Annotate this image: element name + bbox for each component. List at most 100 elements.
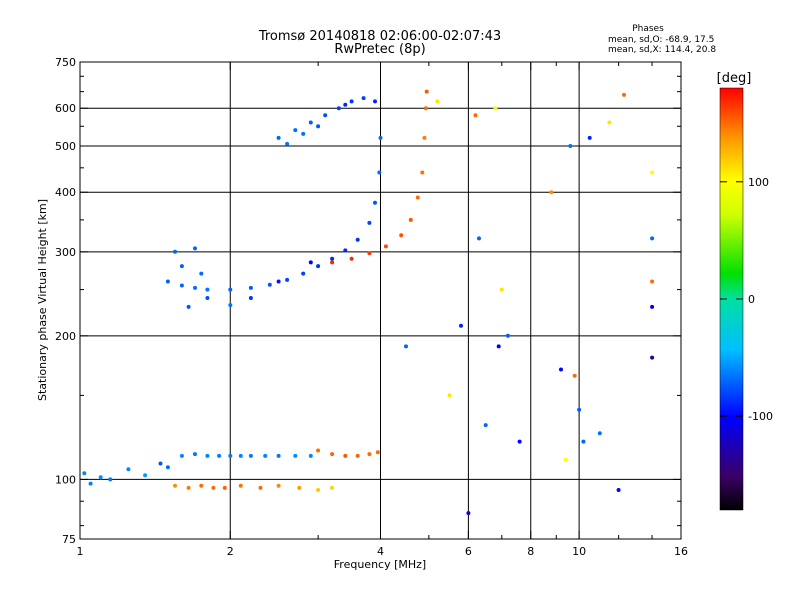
point-noise-14 <box>650 355 655 360</box>
point-upper-echoes-10 <box>316 124 321 129</box>
point-noise-20 <box>581 439 586 444</box>
point-upper-echoes-2 <box>308 120 313 125</box>
chart-subtitle: RwPretec (8p) <box>334 42 425 57</box>
point-upper-echoes-7 <box>373 99 377 104</box>
colorbar-tick-label: 100 <box>748 176 769 189</box>
y-tick-label: 500 <box>55 140 76 153</box>
point-noise-0 <box>435 99 440 104</box>
y-tick-label: 750 <box>55 56 76 69</box>
point-f-region-x-trace-7 <box>420 170 425 175</box>
point-es-trace-0 <box>316 448 321 453</box>
point-e-layer-low-cluster-10 <box>330 485 335 490</box>
point-e-layer-trace-6 <box>158 461 163 466</box>
point-e-layer-low-cluster-4 <box>222 485 227 490</box>
point-f-region-x-trace-5 <box>408 217 413 222</box>
point-noise-15 <box>650 279 655 284</box>
y-tick-label: 600 <box>55 102 76 115</box>
point-f-region-o-trace-16 <box>378 135 383 140</box>
x-tick-label: 16 <box>674 545 688 558</box>
point-upper-echoes-5 <box>349 99 354 104</box>
point-e-layer-trace-16 <box>276 453 281 458</box>
point-es-trace-2 <box>343 453 348 458</box>
point-upper-echoes-6 <box>361 96 366 101</box>
point-f-region-o-trace-10 <box>330 256 335 261</box>
point-f-region-o-trace-11 <box>343 248 348 253</box>
point-e-layer-low-cluster-5 <box>238 483 243 488</box>
point-es-trace-3 <box>355 453 360 458</box>
point-upper-echoes-1 <box>293 128 298 133</box>
data-points <box>82 89 655 516</box>
x-tick-label: 1 <box>77 545 84 558</box>
x-tick-label: 10 <box>572 545 586 558</box>
x-tick-label: 6 <box>465 545 472 558</box>
point-e-layer-trace-11 <box>217 453 222 458</box>
point-f-region-o-trace-6 <box>267 282 272 287</box>
point-f-region-x-trace-2 <box>367 251 372 256</box>
point-noise-9 <box>607 120 612 125</box>
point-f-region-x-trace-1 <box>349 256 354 261</box>
point-spread-f-9 <box>308 260 313 265</box>
x-tick-label: 2 <box>227 545 234 558</box>
point-upper-echoes-8 <box>285 141 290 146</box>
point-noise-7 <box>568 144 573 148</box>
point-spread-f-6 <box>199 271 204 276</box>
point-f-region-o-trace-9 <box>316 264 321 269</box>
point-noise-29 <box>496 344 501 349</box>
point-noise-21 <box>597 431 602 436</box>
point-noise-8 <box>587 135 592 140</box>
point-f-region-x-trace-4 <box>399 233 404 238</box>
point-es-trace-1 <box>330 452 335 457</box>
point-e-layer-trace-10 <box>205 453 210 458</box>
point-e-layer-trace-3 <box>108 477 113 482</box>
stats-line-o: mean, sd,O: -68.9, 17.5 <box>608 35 714 45</box>
point-e-layer-trace-0 <box>82 471 87 476</box>
point-noise-13 <box>650 304 655 309</box>
point-noise-27 <box>466 511 471 516</box>
stats-heading: Phases <box>632 24 664 34</box>
point-noise-19 <box>563 457 568 462</box>
grid-lines <box>80 62 681 539</box>
point-noise-1 <box>473 113 478 118</box>
point-e-layer-trace-13 <box>238 453 243 458</box>
point-e-layer-trace-14 <box>248 453 253 458</box>
point-noise-12 <box>650 236 655 241</box>
point-f-region-o-trace-12 <box>355 237 360 242</box>
point-noise-10 <box>622 92 626 97</box>
point-spread-f-4 <box>228 303 233 308</box>
point-spread-f-7 <box>248 296 253 300</box>
point-noise-16 <box>559 367 563 372</box>
point-e-layer-trace-4 <box>126 467 131 472</box>
point-e-layer-trace-17 <box>293 453 298 458</box>
point-spread-f-0 <box>179 264 184 269</box>
point-e-layer-trace-12 <box>228 453 233 458</box>
colorbar-label: [deg] <box>717 71 752 86</box>
point-e-layer-low-cluster-8 <box>297 485 302 490</box>
point-noise-5 <box>505 333 510 338</box>
point-upper-echoes-3 <box>323 113 328 118</box>
point-noise-18 <box>577 407 582 412</box>
point-e-layer-trace-15 <box>263 453 268 458</box>
point-e-layer-low-cluster-0 <box>173 483 177 488</box>
point-f-region-x-trace-9 <box>423 106 428 111</box>
point-e-layer-trace-1 <box>88 481 93 486</box>
point-e-layer-trace-9 <box>193 452 197 457</box>
stats-line-x: mean, sd,X: 114.4, 20.8 <box>608 45 716 55</box>
point-noise-28 <box>404 344 408 349</box>
point-f-region-x-trace-3 <box>383 244 388 249</box>
point-noise-26 <box>517 439 522 444</box>
point-noise-22 <box>616 488 621 492</box>
x-tick-label: 4 <box>377 545 384 558</box>
point-f-region-o-trace-2 <box>193 285 197 290</box>
point-e-layer-low-cluster-1 <box>186 485 191 490</box>
point-noise-6 <box>549 190 554 195</box>
point-noise-2 <box>493 106 498 111</box>
point-noise-4 <box>499 287 504 292</box>
point-upper-echoes-9 <box>301 131 306 136</box>
point-f-region-o-trace-14 <box>373 200 377 205</box>
x-tick-label: 8 <box>527 545 534 558</box>
point-upper-echoes-4 <box>336 106 341 111</box>
y-axis-label: Stationary phase Virtual Height [km] <box>36 199 49 401</box>
point-e-layer-trace-2 <box>98 475 103 480</box>
point-es-trace-4 <box>367 452 372 457</box>
point-e-layer-low-cluster-3 <box>211 485 216 490</box>
